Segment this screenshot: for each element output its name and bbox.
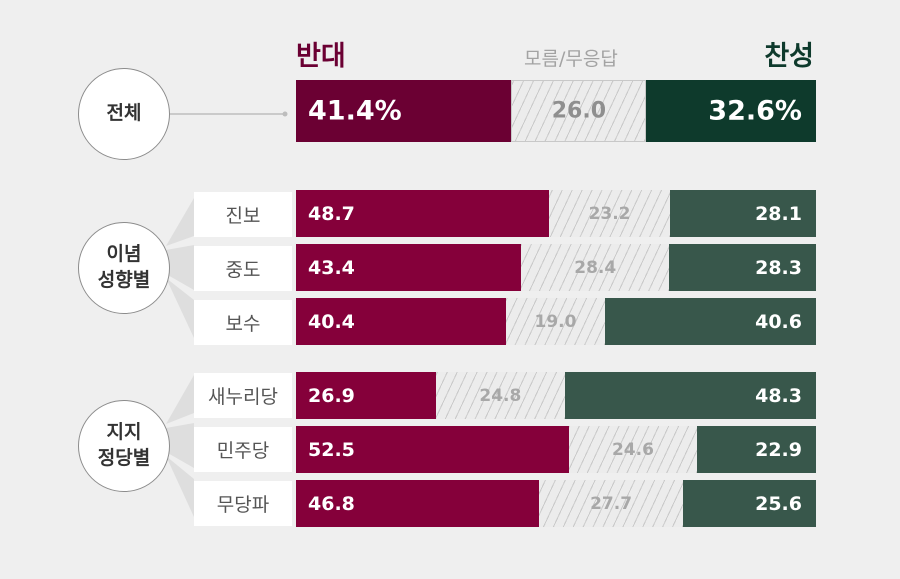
row-label-5: 무당파	[194, 481, 292, 526]
group-ideology-line2: 성향별	[97, 269, 151, 291]
bar-segment-unknown: 28.4	[521, 244, 669, 291]
support-value: 25.6	[755, 492, 802, 515]
bar-segment-support: 28.3	[668, 244, 816, 291]
bar-segment-support: 48.3	[564, 372, 816, 419]
bar-segment-support: 22.9	[696, 426, 816, 473]
oppose-value: 40.4	[308, 310, 355, 333]
row-label-3: 새누리당	[194, 373, 292, 418]
support-value: 22.9	[755, 438, 802, 461]
support-value: 28.3	[755, 256, 802, 279]
total-bar: 41.4% 26.0 32.6%	[296, 80, 816, 142]
row-label-1: 중도	[194, 246, 292, 291]
bar-segment-oppose: 43.4	[296, 244, 522, 291]
row-bar-2: 40.4 19.0 40.6	[296, 298, 816, 345]
total-oppose-value: 41.4%	[308, 95, 402, 127]
bar-segment-support: 28.1	[669, 190, 816, 237]
unknown-value: 19.0	[534, 311, 577, 332]
group-ideology-line1: 이념	[106, 243, 142, 266]
group-party-circle: 지지 정당별	[78, 400, 170, 492]
group-total-label: 전체	[106, 102, 142, 125]
unknown-value: 28.4	[574, 257, 617, 278]
header-unknown: 모름/무응답	[524, 48, 618, 70]
bar-segment-unknown: 26.0	[511, 80, 647, 142]
unknown-value: 23.2	[588, 203, 631, 224]
support-value: 28.1	[755, 202, 802, 225]
row-bar-3: 26.9 24.8 48.3	[296, 372, 816, 419]
bar-segment-unknown: 24.8	[435, 372, 565, 419]
row-label-0: 진보	[194, 192, 292, 237]
support-value: 48.3	[755, 384, 802, 407]
bar-segment-unknown: 23.2	[549, 190, 670, 237]
row-label-4: 민주당	[194, 427, 292, 472]
oppose-value: 26.9	[308, 384, 355, 407]
row-bar-0: 48.7 23.2 28.1	[296, 190, 816, 237]
unknown-value: 24.8	[479, 385, 522, 406]
oppose-value: 43.4	[308, 256, 355, 279]
bar-segment-oppose: 48.7	[296, 190, 550, 237]
unknown-value: 24.6	[611, 439, 654, 460]
bar-segment-oppose: 26.9	[296, 372, 436, 419]
bar-segment-unknown: 27.7	[539, 480, 683, 527]
group-party-line2: 정당별	[97, 447, 151, 469]
bar-segment-support: 40.6	[604, 298, 816, 345]
row-bar-5: 46.8 27.7 25.6	[296, 480, 816, 527]
group-ideology-circle: 이념 성향별	[78, 222, 170, 314]
bar-segment-unknown: 19.0	[506, 298, 605, 345]
bar-segment-unknown: 24.6	[569, 426, 697, 473]
bar-segment-oppose: 41.4%	[296, 80, 512, 142]
group-total-circle: 전체	[78, 68, 170, 160]
support-value: 40.6	[755, 310, 802, 333]
row-bar-1: 43.4 28.4 28.3	[296, 244, 816, 291]
oppose-value: 52.5	[308, 438, 355, 461]
row-bar-4: 52.5 24.6 22.9	[296, 426, 816, 473]
bar-segment-oppose: 46.8	[296, 480, 540, 527]
header-oppose: 반대	[296, 41, 346, 72]
bar-segment-oppose: 40.4	[296, 298, 507, 345]
total-support-value: 32.6%	[708, 95, 802, 127]
bar-segment-oppose: 52.5	[296, 426, 569, 473]
header-support: 찬성	[764, 41, 814, 72]
total-unknown-value: 26.0	[551, 98, 606, 124]
row-label-2: 보수	[194, 300, 292, 345]
unknown-value: 27.7	[590, 493, 633, 514]
bar-segment-support: 25.6	[683, 480, 816, 527]
oppose-value: 46.8	[308, 492, 355, 515]
oppose-value: 48.7	[308, 202, 355, 225]
bar-segment-support: 32.6%	[646, 80, 816, 142]
group-party-line1: 지지	[106, 421, 142, 444]
